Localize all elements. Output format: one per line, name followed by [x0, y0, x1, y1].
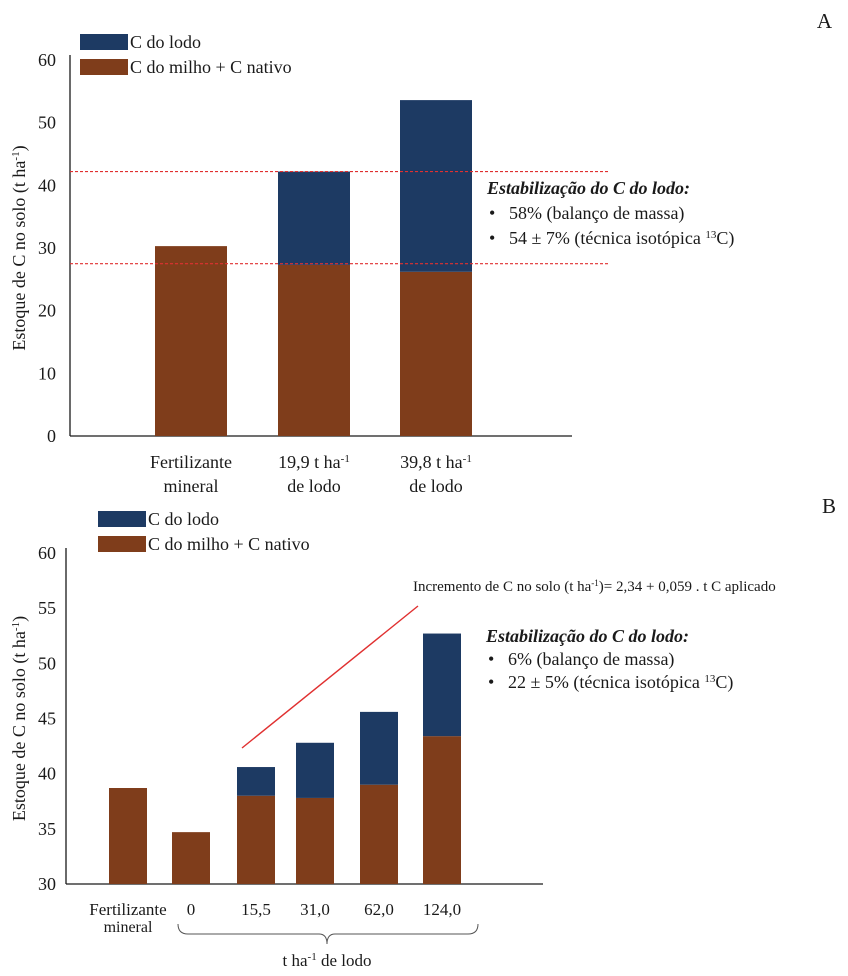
y-tick-label: 10: [38, 363, 56, 383]
y-tick-label: 60: [38, 50, 56, 70]
legend-swatch: [98, 511, 146, 527]
x-tick-label: 39,8 t ha-1: [400, 452, 472, 472]
annotation-item: 54 ± 7% (técnica isotópica 13C): [509, 228, 734, 249]
bullet: •: [489, 203, 495, 223]
panel-label: B: [822, 494, 836, 518]
bar-maize-native: [296, 797, 334, 884]
panel-label: A: [817, 9, 833, 33]
bar-sludge: [237, 767, 275, 796]
x-tick-label: Fertilizante: [150, 452, 232, 472]
bar-sludge: [296, 742, 334, 798]
legend-label: C do milho + C nativo: [130, 57, 292, 77]
bar-maize-native: [278, 264, 350, 436]
legend-label: C do lodo: [130, 32, 201, 52]
x-axis-title: t ha-1 de lodo: [283, 951, 372, 970]
x-tick-label: 124,0: [423, 900, 461, 919]
legend: C do lodo C do milho + C nativo: [80, 32, 292, 77]
x-tick-label: de lodo: [287, 476, 341, 496]
bullet: •: [489, 228, 495, 248]
y-tick-label: 50: [38, 113, 56, 133]
x-tick-label: mineral: [164, 476, 219, 496]
y-tick-label: 55: [38, 598, 56, 618]
chart-panel-b: B 30 35 40 45 50 55 60 Estoque de C no solo (t h…: [9, 494, 836, 970]
x-tick-label: Fertilizante: [89, 900, 166, 919]
bullet: •: [488, 649, 494, 669]
legend-label: C do lodo: [148, 509, 219, 529]
y-tick-label: 40: [38, 175, 56, 195]
bar-maize-native: [237, 795, 275, 884]
annotation-item: 22 ± 5% (técnica isotópica 13C): [508, 672, 733, 693]
legend-label: C do milho + C nativo: [148, 534, 310, 554]
bar-sludge: [278, 171, 350, 265]
y-tick-label: 30: [38, 874, 56, 894]
x-bracket: [177, 923, 479, 945]
annotation-title: Estabilização do C do lodo:: [485, 626, 689, 646]
x-tick-label: 19,9 t ha-1: [278, 452, 350, 472]
y-tick-label: 30: [38, 238, 56, 258]
x-tick-label: 62,0: [364, 900, 394, 919]
x-tick-label: mineral: [104, 919, 153, 936]
x-tick-label: 15,5: [241, 900, 271, 919]
y-tick-label: 35: [38, 819, 56, 839]
y-tick-label: 40: [38, 764, 56, 784]
legend-swatch: [98, 536, 146, 552]
y-axis-title: Estoque de C no solo (t ha-1): [9, 616, 30, 821]
bar-maize-native: [172, 832, 210, 884]
regression-equation: Incremento de C no solo (t ha-1)= 2,34 +…: [413, 578, 776, 595]
y-tick-label: 20: [38, 301, 56, 321]
bar-maize-native: [423, 736, 461, 884]
bar-sludge: [423, 633, 461, 737]
bar-maize-native: [400, 271, 472, 436]
bullet: •: [488, 672, 494, 692]
legend-swatch: [80, 59, 128, 75]
y-axis-title: Estoque de C no solo (t ha-1): [9, 145, 30, 350]
legend-swatch: [80, 34, 128, 50]
annotation-item: 6% (balanço de massa): [508, 649, 674, 670]
y-tick-label: 0: [47, 426, 56, 446]
x-tick-label: 31,0: [300, 900, 330, 919]
regression-line: [241, 605, 419, 749]
bar-maize-native: [360, 784, 398, 884]
y-tick-label: 60: [38, 543, 56, 563]
bar-maize-native: [155, 246, 227, 436]
bar-maize-native: [109, 788, 147, 884]
x-tick-label: de lodo: [409, 476, 463, 496]
chart-panel-a: A 0 10 20 30 40 50 60 Estoque de C no solo (t ha…: [9, 9, 833, 496]
x-tick-label: 0: [187, 900, 196, 919]
bar-sludge: [360, 711, 398, 785]
y-tick-label: 50: [38, 653, 56, 673]
annotation-title: Estabilização do C do lodo:: [486, 178, 690, 198]
y-tick-label: 45: [38, 709, 56, 729]
bar-sludge: [400, 100, 472, 272]
legend: C do lodo C do milho + C nativo: [98, 509, 310, 554]
annotation-item: 58% (balanço de massa): [509, 203, 684, 224]
